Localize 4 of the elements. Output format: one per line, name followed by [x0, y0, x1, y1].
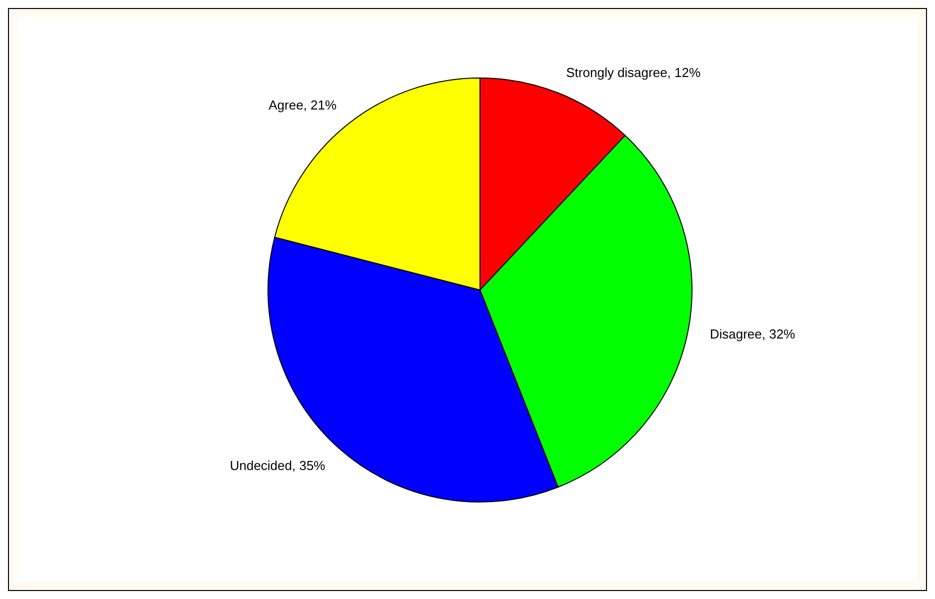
slice-label: Disagree, 32% — [710, 326, 796, 342]
slice-label: Agree, 21% — [268, 98, 338, 113]
slice-label: Undecided, 35% — [230, 458, 326, 474]
slice-label: Strongly disagree, 12% — [566, 64, 701, 80]
